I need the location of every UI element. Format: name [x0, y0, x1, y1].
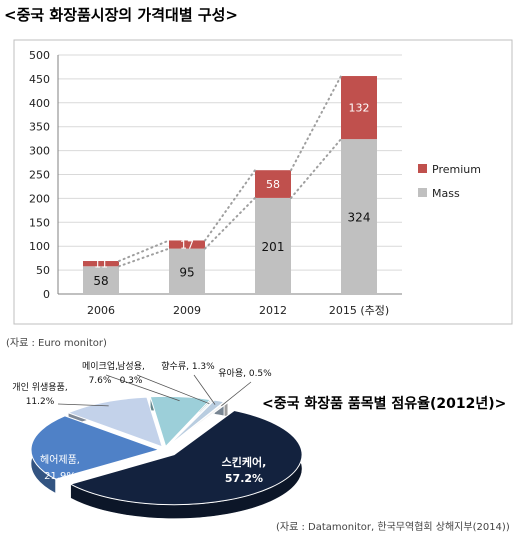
- y-tick-label: 450: [29, 73, 50, 86]
- bar-chart: 0 50 100 150 200 250 300 350 400 450 500 58 11 2006 95…: [13, 39, 513, 325]
- legend-swatch-premium: [418, 164, 427, 173]
- y-tick-label: 50: [36, 264, 50, 277]
- pie-label-value: 7.6%: [89, 376, 112, 386]
- bar-chart-source: (자료 : Euro monitor): [6, 338, 107, 349]
- pie-slice: [66, 396, 164, 448]
- leader-line: [105, 374, 180, 402]
- pie-label-name: 남성용,: [117, 361, 145, 372]
- y-tick-label: 500: [29, 49, 50, 62]
- pie-slice: [30, 415, 161, 480]
- bar-premium-2006: [83, 261, 119, 267]
- bar-premium-2015: [341, 76, 377, 140]
- y-tick-label: 350: [29, 121, 50, 134]
- legend-label-premium: Premium: [432, 163, 481, 176]
- pie-label-value: 11.2%: [26, 397, 55, 407]
- x-tick-label: 2015 (추정): [329, 304, 389, 317]
- y-tick-label: 250: [29, 169, 50, 182]
- x-tick-label: 2006: [87, 304, 115, 317]
- leader-line: [57, 403, 109, 407]
- bar-mass-2015: [341, 139, 377, 294]
- data-label-mass: 58: [93, 274, 108, 288]
- bar-mass-2009: [169, 248, 205, 294]
- bar-mass-2012: [255, 197, 291, 294]
- pie-label-group: 헤어제품, 21.9%: [40, 454, 80, 482]
- pie-label-group: 메이크업, 7.6%: [82, 361, 180, 402]
- pie-label-name: 스킨케어,: [222, 455, 267, 469]
- pie-label-name: 개인 위생용품,: [12, 382, 67, 393]
- pie-label-value: 57.2%: [225, 472, 263, 485]
- data-label-mass: 201: [262, 240, 285, 254]
- leader-line: [136, 374, 210, 405]
- data-label-premium: 17: [180, 239, 194, 252]
- pie-label-value: 21.9%: [44, 471, 76, 482]
- leader-line: [193, 374, 216, 405]
- y-tick-label: 400: [29, 97, 50, 110]
- y-tick-label: 200: [29, 192, 50, 205]
- data-label-premium: 132: [349, 102, 370, 115]
- bar-premium-2009: [169, 240, 205, 249]
- pie-label-group: 향수류, 1.3%: [161, 360, 216, 405]
- y-tick-label: 150: [29, 216, 50, 229]
- bar-chart-title: <중국 화장품시장의 가격대별 구성>: [4, 6, 239, 24]
- leader-line: [221, 381, 252, 407]
- data-label-mass: 95: [179, 265, 194, 279]
- legend-swatch-mass: [418, 188, 427, 197]
- y-tick-label: 0: [43, 288, 50, 301]
- bar-premium-2012: [255, 170, 291, 198]
- bar-mass-2006: [83, 266, 119, 294]
- y-tick-label: 100: [29, 240, 50, 253]
- pie-label-group: 개인 위생용품, 11.2%: [12, 382, 109, 407]
- pie-slice: [149, 395, 212, 448]
- y-tick-label: 300: [29, 145, 50, 158]
- pie-label-group: 남성용, 0.3%: [117, 361, 210, 405]
- x-tick-label: 2009: [173, 304, 201, 317]
- x-tick-label: 2012: [259, 304, 287, 317]
- data-label-premium: 11: [94, 258, 108, 271]
- data-label-mass: 324: [348, 211, 371, 225]
- pie-chart-title: <중국 화장품 품목별 점유율(2012년)>: [262, 396, 507, 412]
- pie-chart-source: (자료 : Datamonitor, 한국무역협회 상해지부(2014)): [276, 522, 510, 533]
- pie-label-name: 헤어제품,: [40, 454, 80, 466]
- pie-label-name: 유아용, 0.5%: [218, 368, 272, 379]
- pie-label-name: 메이크업,: [82, 361, 118, 372]
- pie-slice: [69, 410, 303, 506]
- pie-label-value: 0.3%: [120, 376, 143, 386]
- pie-label-group: 스킨케어, 57.2%: [222, 455, 267, 485]
- pie-label-group: 유아용, 0.5%: [218, 368, 272, 407]
- legend-label-mass: Mass: [432, 187, 460, 200]
- data-label-premium: 58: [266, 178, 280, 191]
- pie-label-name: 향수류, 1.3%: [161, 360, 215, 372]
